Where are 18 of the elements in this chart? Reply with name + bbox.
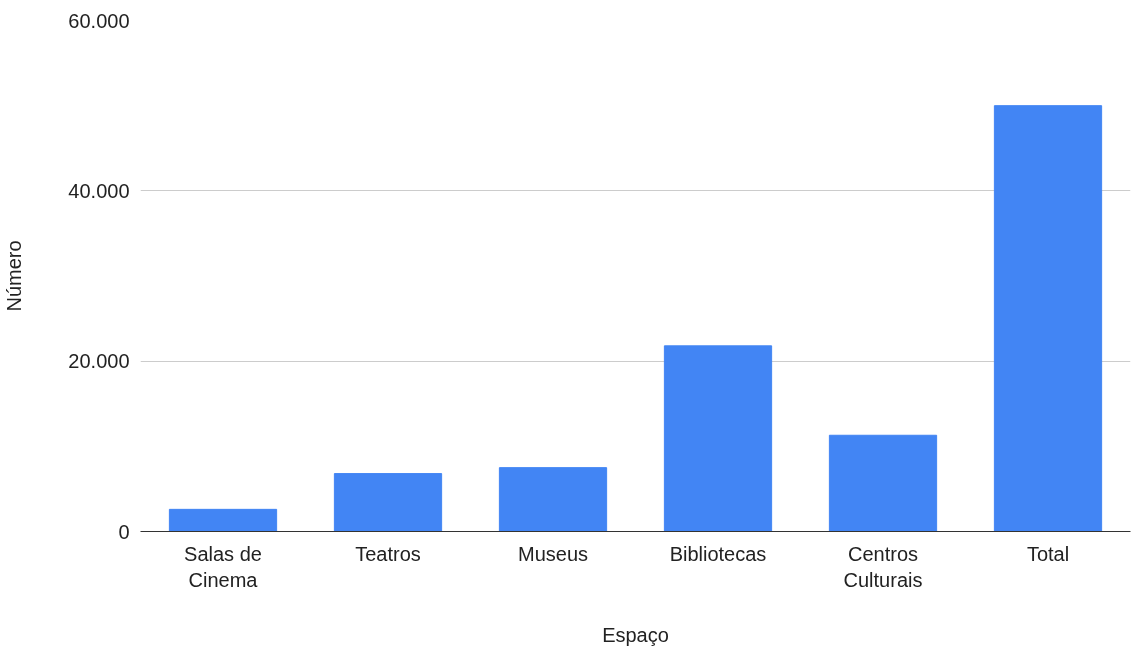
bar [498, 467, 608, 532]
x-tick-label: Museus [517, 542, 589, 565]
y-tick-label: 0 [118, 520, 130, 543]
x-tick-label: Teatros [355, 542, 421, 565]
y-tick-label: 40.000 [68, 179, 130, 202]
bar [663, 345, 773, 532]
x-tick-label: Total [1026, 542, 1070, 565]
bar [828, 434, 938, 532]
x-tick-label: Centros Culturais [843, 542, 923, 591]
bar [993, 105, 1103, 532]
y-tick-label: 60.000 [68, 9, 130, 32]
x-tick-label: Bibliotecas [669, 542, 767, 565]
y-tick-label: 20.000 [68, 350, 130, 373]
x-tick-label: Salas de Cinema [184, 542, 262, 591]
bar [168, 508, 278, 532]
x-axis-title: Espaço [602, 623, 669, 646]
y-axis-title: Número [3, 240, 26, 312]
bar [333, 473, 443, 532]
